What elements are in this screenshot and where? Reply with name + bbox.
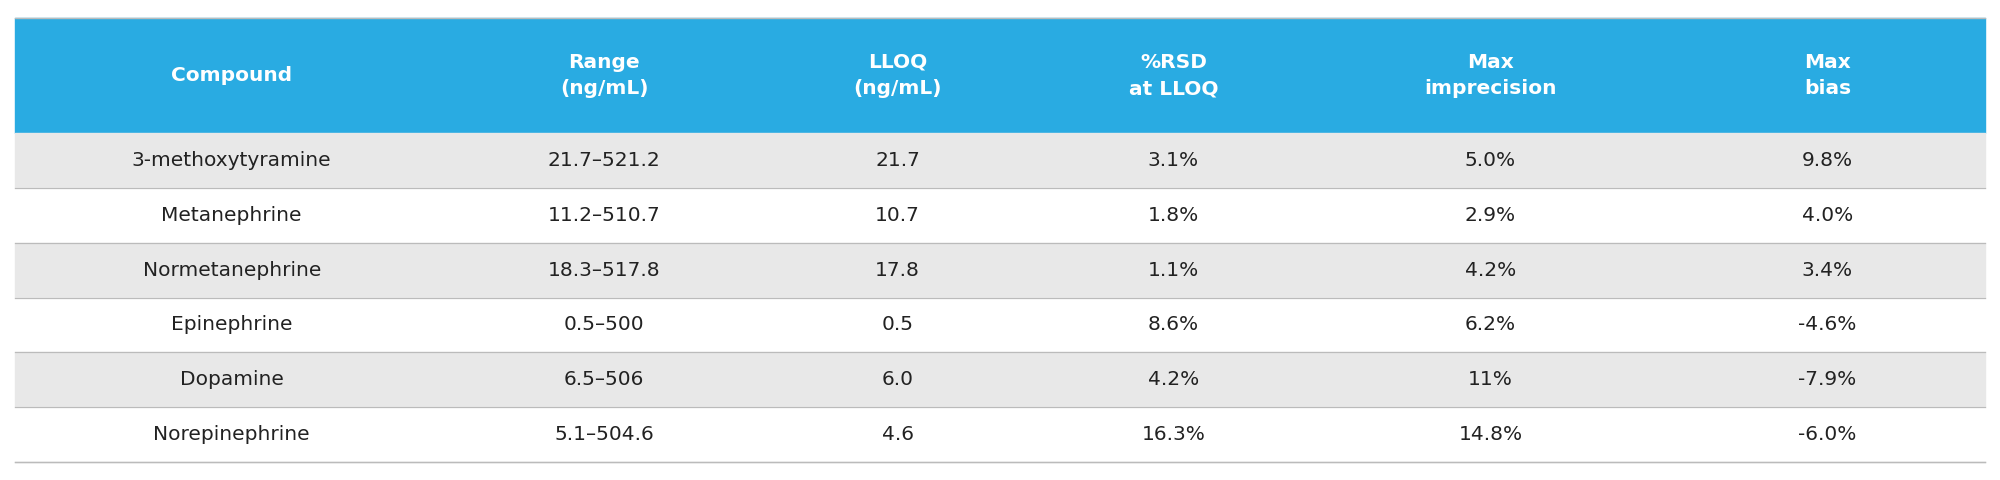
Text: -6.0%: -6.0%	[1798, 425, 1856, 444]
Text: 0.5–500: 0.5–500	[564, 315, 644, 335]
Text: 4.2%: 4.2%	[1148, 370, 1198, 389]
Text: -7.9%: -7.9%	[1798, 370, 1856, 389]
Text: Dopamine: Dopamine	[180, 370, 284, 389]
Text: 6.2%: 6.2%	[1464, 315, 1516, 335]
Text: 10.7: 10.7	[876, 206, 920, 225]
Text: Max
bias: Max bias	[1804, 53, 1850, 98]
Text: 9.8%: 9.8%	[1802, 151, 1852, 170]
Text: 11.2–510.7: 11.2–510.7	[548, 206, 660, 225]
Text: Compound: Compound	[172, 66, 292, 85]
Text: LLOQ
(ng/mL): LLOQ (ng/mL)	[854, 53, 942, 98]
Text: 21.7: 21.7	[876, 151, 920, 170]
Text: 4.6: 4.6	[882, 425, 914, 444]
Text: 21.7–521.2: 21.7–521.2	[548, 151, 660, 170]
Text: %RSD
at LLOQ: %RSD at LLOQ	[1128, 53, 1218, 98]
Text: 4.2%: 4.2%	[1464, 261, 1516, 279]
Text: 6.5–506: 6.5–506	[564, 370, 644, 389]
Text: Max
imprecision: Max imprecision	[1424, 53, 1556, 98]
Text: Epinephrine: Epinephrine	[170, 315, 292, 335]
Text: 16.3%: 16.3%	[1142, 425, 1206, 444]
Text: 17.8: 17.8	[876, 261, 920, 279]
Text: Metanephrine: Metanephrine	[162, 206, 302, 225]
Text: 2.9%: 2.9%	[1464, 206, 1516, 225]
Text: -4.6%: -4.6%	[1798, 315, 1856, 335]
Text: 18.3–517.8: 18.3–517.8	[548, 261, 660, 279]
Text: Norepinephrine: Norepinephrine	[154, 425, 310, 444]
Text: 4.0%: 4.0%	[1802, 206, 1854, 225]
Text: 8.6%: 8.6%	[1148, 315, 1198, 335]
Text: 14.8%: 14.8%	[1458, 425, 1522, 444]
Text: 1.1%: 1.1%	[1148, 261, 1198, 279]
Text: 3.1%: 3.1%	[1148, 151, 1198, 170]
Text: Range
(ng/mL): Range (ng/mL)	[560, 53, 648, 98]
Text: 3-methoxytyramine: 3-methoxytyramine	[132, 151, 332, 170]
Text: 6.0: 6.0	[882, 370, 914, 389]
Text: 5.1–504.6: 5.1–504.6	[554, 425, 654, 444]
Text: 0.5: 0.5	[882, 315, 914, 335]
Text: 3.4%: 3.4%	[1802, 261, 1852, 279]
Text: Normetanephrine: Normetanephrine	[142, 261, 320, 279]
Text: 11%: 11%	[1468, 370, 1512, 389]
Text: 5.0%: 5.0%	[1464, 151, 1516, 170]
Text: 1.8%: 1.8%	[1148, 206, 1198, 225]
